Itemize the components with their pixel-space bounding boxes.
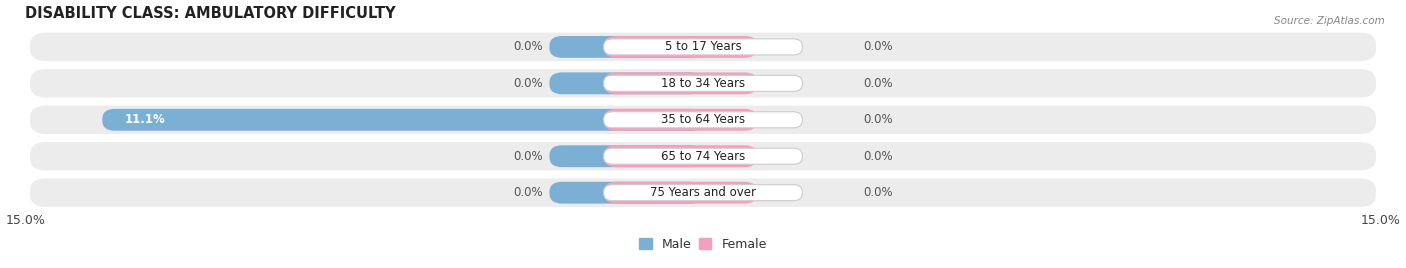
FancyBboxPatch shape bbox=[30, 106, 1376, 134]
FancyBboxPatch shape bbox=[30, 178, 1376, 207]
FancyBboxPatch shape bbox=[603, 75, 803, 91]
FancyBboxPatch shape bbox=[603, 182, 758, 204]
FancyBboxPatch shape bbox=[603, 72, 758, 94]
Text: 11.1%: 11.1% bbox=[125, 113, 166, 126]
FancyBboxPatch shape bbox=[603, 39, 803, 55]
Text: 0.0%: 0.0% bbox=[513, 77, 543, 90]
FancyBboxPatch shape bbox=[603, 145, 758, 167]
FancyBboxPatch shape bbox=[30, 142, 1376, 170]
FancyBboxPatch shape bbox=[603, 109, 758, 131]
Text: 0.0%: 0.0% bbox=[513, 150, 543, 163]
Text: 35 to 64 Years: 35 to 64 Years bbox=[661, 113, 745, 126]
Text: 0.0%: 0.0% bbox=[863, 186, 893, 199]
Text: 18 to 34 Years: 18 to 34 Years bbox=[661, 77, 745, 90]
Text: 0.0%: 0.0% bbox=[863, 150, 893, 163]
FancyBboxPatch shape bbox=[550, 72, 703, 94]
FancyBboxPatch shape bbox=[603, 185, 803, 201]
FancyBboxPatch shape bbox=[603, 36, 758, 58]
Text: 0.0%: 0.0% bbox=[863, 40, 893, 53]
Legend: Male, Female: Male, Female bbox=[634, 233, 772, 256]
FancyBboxPatch shape bbox=[30, 33, 1376, 61]
FancyBboxPatch shape bbox=[550, 182, 703, 204]
FancyBboxPatch shape bbox=[550, 36, 703, 58]
Text: 0.0%: 0.0% bbox=[863, 77, 893, 90]
FancyBboxPatch shape bbox=[603, 112, 803, 128]
Text: Source: ZipAtlas.com: Source: ZipAtlas.com bbox=[1274, 16, 1385, 26]
Text: 65 to 74 Years: 65 to 74 Years bbox=[661, 150, 745, 163]
FancyBboxPatch shape bbox=[603, 148, 803, 164]
Text: DISABILITY CLASS: AMBULATORY DIFFICULTY: DISABILITY CLASS: AMBULATORY DIFFICULTY bbox=[25, 6, 396, 21]
Text: 0.0%: 0.0% bbox=[513, 186, 543, 199]
FancyBboxPatch shape bbox=[30, 69, 1376, 98]
FancyBboxPatch shape bbox=[103, 109, 703, 131]
Text: 0.0%: 0.0% bbox=[863, 113, 893, 126]
Text: 5 to 17 Years: 5 to 17 Years bbox=[665, 40, 741, 53]
FancyBboxPatch shape bbox=[550, 145, 703, 167]
Text: 75 Years and over: 75 Years and over bbox=[650, 186, 756, 199]
Text: 0.0%: 0.0% bbox=[513, 40, 543, 53]
